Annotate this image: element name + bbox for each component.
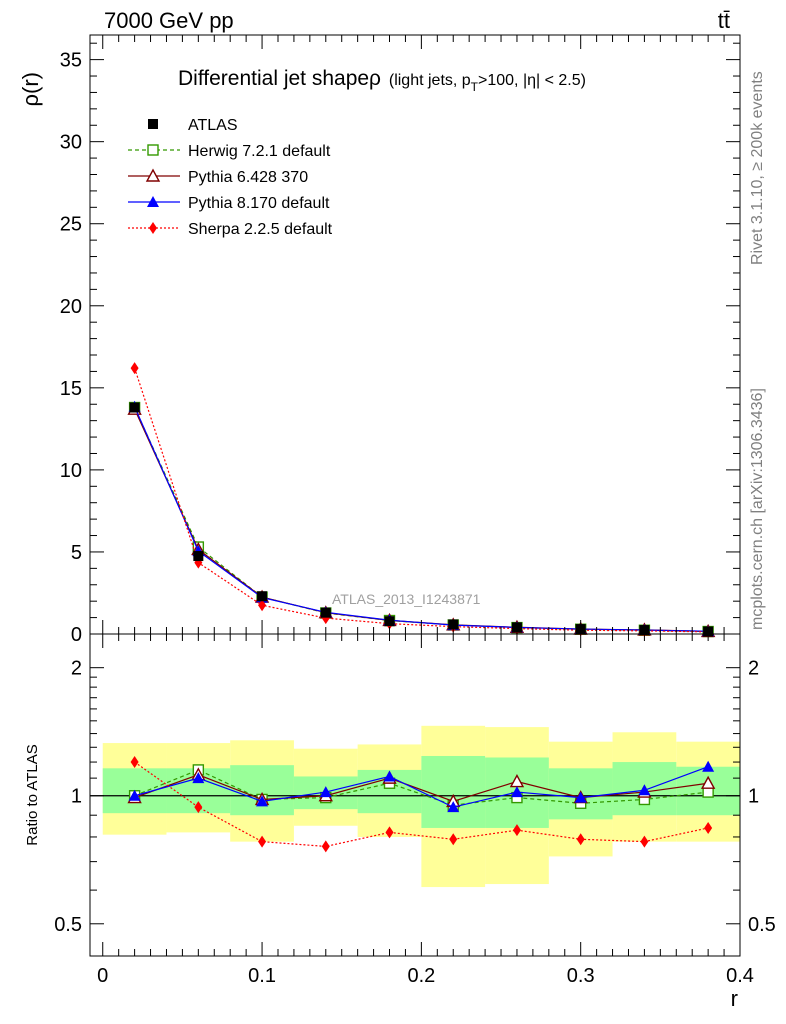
legend-entry: Pythia 6.428 370	[128, 168, 308, 186]
x-axis-label: r	[731, 986, 738, 1011]
ratio-series-sherpa-2-2-5-default	[130, 756, 713, 853]
inner-band	[230, 765, 294, 816]
legend-label: Sherpa 2.2.5 default	[188, 221, 333, 238]
data-point	[193, 551, 204, 562]
x-tick-label: 0	[97, 965, 108, 987]
legend-label: ATLAS	[188, 117, 238, 134]
ratio-panel: 0.5 0.5 1 1 2 2 0 0.1 0.2 0.3 0.4 Ratio to ATLAS r	[24, 633, 776, 1011]
legend-label: Herwig 7.2.1 default	[188, 143, 331, 160]
data-point	[129, 402, 140, 413]
data-point	[130, 362, 139, 375]
energy-label: 7000 GeV pp	[104, 8, 234, 33]
ratio-point	[192, 772, 205, 784]
legend-label: Pythia 8.170 default	[188, 195, 330, 212]
ratio-line	[134, 769, 709, 806]
ratio-line	[134, 761, 709, 848]
ratio-point	[319, 786, 332, 798]
legend-marker	[149, 222, 157, 234]
x-tick-label: 0.3	[567, 965, 595, 987]
ratio-point	[447, 801, 460, 813]
ratio-point	[130, 756, 139, 769]
ratio-point	[128, 789, 141, 801]
ratio-point	[385, 826, 394, 839]
data-point	[257, 591, 268, 602]
ratio-point	[576, 833, 585, 846]
plot-title-main: Differential jet shapeρ	[178, 67, 381, 90]
ratio-point	[258, 835, 267, 848]
main-y-label: ρ(r)	[18, 72, 43, 107]
ratio-point	[383, 770, 396, 782]
y-tick-label: 0	[71, 624, 82, 646]
legend: ATLAS Herwig 7.2.1 default Pythia 6.428 37…	[128, 117, 333, 238]
legend-entry: Pythia 8.170 default	[128, 195, 330, 212]
ratio-point	[256, 795, 269, 807]
x-tick-label: 0.4	[726, 965, 754, 987]
cut-part-pt: (light jets, p	[389, 72, 471, 89]
rivet-label: Rivet 3.1.10, ≥ 200k events	[749, 71, 766, 265]
legend-entry: Sherpa 2.2.5 default	[128, 221, 333, 238]
y-tick-label: 5	[71, 542, 82, 564]
legend-marker	[148, 119, 158, 129]
ratio-point	[702, 760, 715, 772]
legend-marker	[147, 196, 159, 207]
x-tick-label: 0.2	[407, 965, 435, 987]
data-point	[320, 607, 331, 618]
mcplots-label: mcplots.cern.ch [arXiv:1306.3436]	[749, 388, 766, 630]
data-point	[258, 599, 267, 612]
ratio-point	[194, 801, 203, 814]
process-label: tt̄	[718, 8, 730, 33]
analysis-watermark: ATLAS_2013_I1243871	[332, 591, 481, 607]
legend-entry: Herwig 7.2.1 default	[128, 143, 331, 160]
inner-band	[421, 755, 486, 828]
y-tick-label: 30	[60, 132, 82, 154]
cut-part-subscript: T	[471, 80, 479, 94]
ratio-y-label: Ratio to ATLAS	[24, 744, 41, 845]
ratio-point	[449, 833, 458, 846]
plot-title-cuts: (light jets, pT>100, |η| < 2.5)	[389, 72, 586, 94]
ratio-series-pythia-8-170-default	[128, 760, 715, 813]
ratio-point	[512, 824, 521, 837]
ratio-line	[134, 774, 709, 802]
ratio-point	[574, 791, 587, 803]
ratio-y-tick-label-right: 0.5	[748, 914, 776, 936]
legend-marker	[147, 144, 159, 156]
ratio-point	[321, 840, 330, 853]
ratio-point	[638, 784, 651, 796]
ratio-line	[134, 766, 709, 808]
ratio-y-tick-label: 0.5	[54, 914, 82, 936]
ratio-point	[510, 786, 523, 798]
ratio-point	[704, 821, 713, 834]
y-tick-label: 35	[60, 50, 82, 72]
y-tick-label: 25	[60, 214, 82, 236]
main-panel: 0 5 10 15 20 25 30 35 ρ(r) Differential jet sha…	[18, 34, 741, 646]
ratio-y-tick-label-right: 2	[748, 658, 759, 680]
ratio-y-tick-label: 1	[71, 786, 82, 808]
ratio-plot-area	[90, 725, 740, 888]
main-x-axis	[102, 35, 741, 634]
ratio-y-tick-label-right: 1	[748, 786, 759, 808]
y-tick-label: 10	[60, 460, 82, 482]
ratio-frame	[89, 633, 741, 957]
ratio-y-tick-label: 2	[71, 658, 82, 680]
legend-marker	[145, 168, 161, 182]
y-tick-label: 20	[60, 296, 82, 318]
ratio-point	[640, 835, 649, 848]
legend-label: Pythia 6.428 370	[188, 169, 308, 186]
uncertainty-bands	[102, 725, 740, 888]
main-y-axis: 0 5 10 15 20 25 30 35	[60, 42, 740, 646]
plot-title: Differential jet shapeρ (light jets, pT>…	[178, 67, 586, 94]
y-tick-label: 15	[60, 378, 82, 400]
cut-part-rest: >100, |η| < 2.5)	[478, 72, 586, 89]
ratio-axes: 0.5 0.5 1 1 2 2 0 0.1 0.2 0.3 0.4	[54, 634, 776, 987]
legend-entry: ATLAS	[148, 117, 238, 134]
x-tick-label: 0.1	[248, 965, 276, 987]
ratio-point	[700, 775, 716, 789]
data-point	[448, 619, 459, 630]
data-point	[384, 616, 395, 627]
